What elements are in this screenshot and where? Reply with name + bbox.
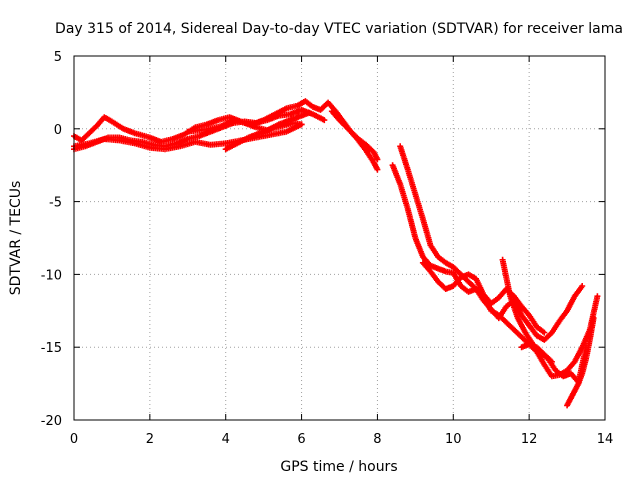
x-tick-label: 10: [445, 432, 462, 447]
plot-frame: [73, 55, 606, 421]
data-point: [321, 117, 328, 124]
y-tick-label: 0: [54, 123, 62, 138]
data-point: [541, 329, 548, 336]
y-axis-label: SDTVAR / TECUs: [8, 181, 24, 296]
x-tick-label: 6: [297, 432, 305, 447]
data-point: [374, 156, 381, 163]
data-point: [579, 283, 586, 289]
data-point: [306, 109, 313, 116]
chart-title: Day 315 of 2014, Sidereal Day-to-day VTE…: [55, 21, 623, 37]
x-tick-label: 14: [597, 432, 614, 447]
series-track-12: [564, 315, 597, 409]
data-point: [374, 166, 381, 173]
data-point: [594, 293, 601, 300]
x-tick-label: 2: [146, 432, 154, 447]
series-track-8: [397, 143, 586, 343]
x-tick-label: 4: [222, 432, 230, 447]
x-axis-label: GPS time / hours: [280, 459, 397, 475]
y-tick-label: -5: [49, 196, 62, 211]
series-track-5: [222, 120, 305, 153]
y-tick-label: -10: [41, 268, 62, 283]
data-point: [548, 358, 555, 365]
series-track-6: [328, 108, 381, 163]
data-point: [590, 315, 597, 322]
y-tick-label: 5: [54, 50, 62, 65]
y-tick-label: -15: [41, 341, 62, 356]
series-track-11: [518, 341, 555, 365]
data-point: [298, 121, 305, 128]
tick-labels: 0 2 4 6 8 10 12 14 5 0 -5 -10 -15 -20: [41, 50, 614, 447]
x-tick-label: 0: [70, 432, 78, 447]
x-tick-label: 12: [521, 432, 538, 447]
series-track-9: [419, 259, 548, 336]
y-tick-label: -20: [41, 414, 62, 429]
x-tick-label: 8: [373, 432, 381, 447]
